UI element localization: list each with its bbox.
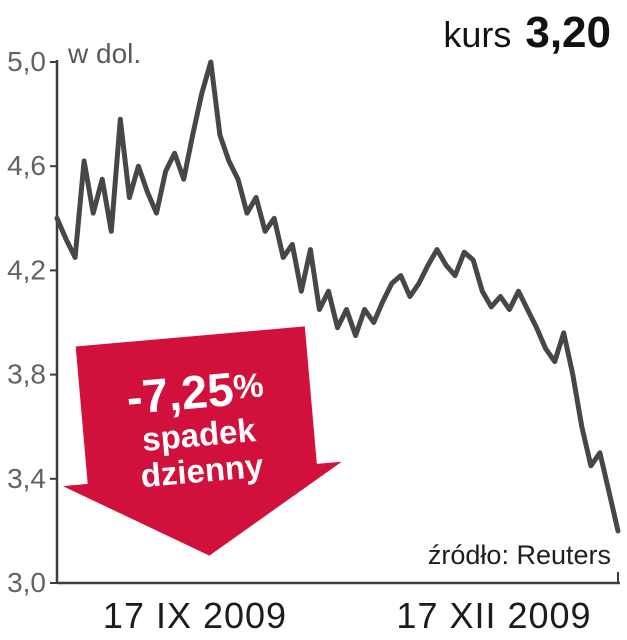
y-axis: 3,0 3,4 3,8 4,2 4,6 5,0 — [7, 46, 59, 598]
kurs-value: 3,20 — [525, 8, 611, 57]
y-tick-label: 4,2 — [7, 254, 46, 285]
y-tick-label: 5,0 — [7, 46, 46, 77]
drop-arrow: -7,25% spadek dzienny — [62, 326, 342, 556]
x-axis — [57, 572, 620, 585]
y-tick-label: 3,4 — [7, 463, 46, 494]
unit-label: w dol. — [68, 38, 142, 69]
y-axis-ticks: 3,0 3,4 3,8 4,2 4,6 5,0 — [7, 46, 57, 598]
percent-sign: % — [232, 366, 265, 406]
y-tick-label: 3,8 — [7, 359, 46, 390]
x-tick-label-start-date: 17 IX 2009 — [102, 595, 288, 636]
drop-percent-value: -7,25 — [124, 362, 235, 424]
y-tick-label: 4,6 — [7, 150, 46, 181]
drop-percent-text: -7,25% — [124, 359, 265, 424]
drop-arrow-shape — [62, 326, 342, 556]
x-tick-label-end-date: 17 XII 2009 — [396, 595, 592, 636]
price-line — [54, 59, 621, 534]
y-tick-label: 3,0 — [7, 567, 46, 598]
kurs-header: kurs 3,20 — [443, 8, 611, 58]
kurs-label: kurs — [443, 14, 512, 55]
source-label: źródło: Reuters — [427, 540, 611, 570]
